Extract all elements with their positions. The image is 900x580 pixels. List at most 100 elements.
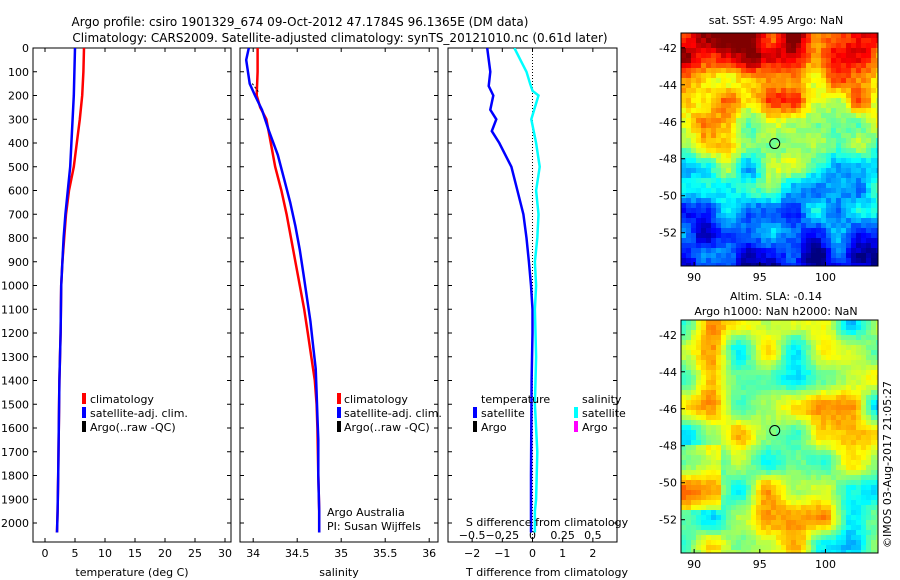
heatmap-cell bbox=[706, 520, 712, 526]
heatmap-cell bbox=[861, 248, 867, 254]
heatmap-cell bbox=[806, 415, 812, 421]
heatmap-cell bbox=[816, 345, 822, 351]
heatmap-cell bbox=[821, 98, 827, 104]
heatmap-cell bbox=[741, 228, 747, 234]
heatmap-cell bbox=[681, 128, 687, 134]
heatmap-cell bbox=[816, 415, 822, 421]
heatmap-cell bbox=[731, 430, 737, 436]
heatmap-cell bbox=[721, 248, 727, 254]
heatmap-cell bbox=[821, 530, 827, 536]
heatmap-cell bbox=[721, 158, 727, 164]
heatmap-cell bbox=[761, 148, 767, 154]
heatmap-cell bbox=[846, 410, 852, 416]
heatmap-cell bbox=[726, 445, 732, 451]
heatmap-cell bbox=[701, 365, 707, 371]
heatmap-cell bbox=[811, 213, 817, 219]
heatmap-cell bbox=[721, 515, 727, 521]
x-tick-label: 2 bbox=[589, 547, 596, 560]
heatmap-cell bbox=[811, 390, 817, 396]
heatmap-cell bbox=[876, 163, 878, 169]
heatmap-cell bbox=[796, 325, 802, 331]
heatmap-cell bbox=[831, 455, 837, 461]
heatmap-cell bbox=[816, 163, 822, 169]
heatmap-cell bbox=[851, 143, 857, 149]
heatmap-cell bbox=[736, 410, 742, 416]
heatmap-cell bbox=[871, 213, 877, 219]
heatmap-cell bbox=[866, 460, 872, 466]
heatmap-cell bbox=[736, 58, 742, 64]
heatmap-cell bbox=[756, 238, 762, 244]
heatmap-cell bbox=[751, 58, 757, 64]
heatmap-cell bbox=[826, 148, 832, 154]
heatmap-cell bbox=[831, 540, 837, 546]
heatmap-cell bbox=[816, 263, 822, 266]
heatmap-cell bbox=[841, 355, 847, 361]
heatmap-cell bbox=[821, 415, 827, 421]
heatmap-cell bbox=[711, 415, 717, 421]
heatmap-cell bbox=[741, 410, 747, 416]
heatmap-cell bbox=[851, 325, 857, 331]
heatmap-cell bbox=[686, 390, 692, 396]
heatmap-cell bbox=[701, 123, 707, 129]
heatmap-cell bbox=[771, 400, 777, 406]
heatmap-cell bbox=[731, 213, 737, 219]
heatmap-cell bbox=[726, 68, 732, 74]
heatmap-cell bbox=[781, 480, 787, 486]
heatmap-cell bbox=[706, 103, 712, 109]
heatmap-cell bbox=[801, 430, 807, 436]
heatmap-cell bbox=[681, 263, 687, 266]
heatmap-cell bbox=[736, 395, 742, 401]
heatmap-cell bbox=[761, 193, 767, 199]
heatmap-cell bbox=[816, 435, 822, 441]
heatmap-cell bbox=[846, 33, 852, 39]
heatmap-cell bbox=[866, 490, 872, 496]
heatmap-cell bbox=[786, 540, 792, 546]
heatmap-cell bbox=[731, 500, 737, 506]
heatmap-cell bbox=[791, 505, 797, 511]
heatmap-cell bbox=[836, 465, 842, 471]
heatmap-cell bbox=[756, 490, 762, 496]
heatmap-cell bbox=[681, 380, 687, 386]
heatmap-cell bbox=[736, 213, 742, 219]
heatmap-cell bbox=[776, 83, 782, 89]
heatmap-cell bbox=[861, 193, 867, 199]
heatmap-cell bbox=[851, 98, 857, 104]
heatmap-cell bbox=[801, 118, 807, 124]
heatmap-cell bbox=[716, 415, 722, 421]
heatmap-cell bbox=[841, 430, 847, 436]
heatmap-cell bbox=[836, 510, 842, 516]
temperature-panel: 0100200300400500600700800900100011001200… bbox=[1, 42, 232, 579]
heatmap-cell bbox=[851, 410, 857, 416]
heatmap-cell bbox=[776, 78, 782, 84]
heatmap-cell bbox=[726, 263, 732, 266]
heatmap-cell bbox=[851, 63, 857, 69]
heatmap-cell bbox=[866, 325, 872, 331]
heatmap-cell bbox=[861, 380, 867, 386]
heatmap-cell bbox=[726, 238, 732, 244]
heatmap-cell bbox=[861, 420, 867, 426]
heatmap-cell bbox=[866, 340, 872, 346]
heatmap-cell bbox=[846, 470, 852, 476]
heatmap-cell bbox=[731, 505, 737, 511]
heatmap-cell bbox=[686, 530, 692, 536]
heatmap-cell bbox=[781, 355, 787, 361]
heatmap-cell bbox=[871, 495, 877, 501]
heatmap-cell bbox=[756, 550, 762, 553]
heatmap-cell bbox=[781, 415, 787, 421]
heatmap-cell bbox=[731, 480, 737, 486]
heatmap-cell bbox=[746, 455, 752, 461]
heatmap-cell bbox=[871, 510, 877, 516]
heatmap-cell bbox=[861, 530, 867, 536]
heatmap-cell bbox=[841, 113, 847, 119]
heatmap-cell bbox=[846, 108, 852, 114]
heatmap-cell bbox=[686, 258, 692, 264]
heatmap-cell bbox=[851, 248, 857, 254]
heatmap-cell bbox=[751, 400, 757, 406]
map-x-tick-label: 100 bbox=[815, 271, 836, 284]
heatmap-cell bbox=[801, 350, 807, 356]
heatmap-cell bbox=[741, 213, 747, 219]
heatmap-cell bbox=[696, 490, 702, 496]
y-tick-label: 1800 bbox=[1, 470, 29, 483]
heatmap-cell bbox=[751, 465, 757, 471]
heatmap-cell bbox=[706, 188, 712, 194]
